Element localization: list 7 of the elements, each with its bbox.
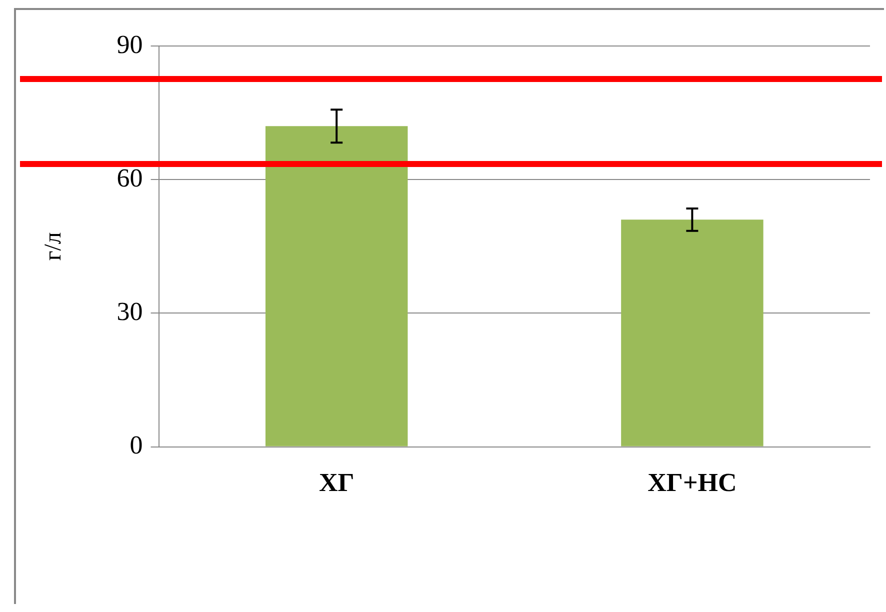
x-tick-label: ХГ bbox=[318, 468, 354, 498]
x-tick-label: ХГ+НС bbox=[648, 468, 737, 498]
y-tick-label: 0 bbox=[130, 430, 143, 460]
y-tick-label: 60 bbox=[116, 163, 143, 192]
y-axis-title: г/л bbox=[40, 232, 67, 261]
y-tick-label: 30 bbox=[116, 297, 143, 326]
y-tick-label: 90 bbox=[116, 30, 143, 59]
